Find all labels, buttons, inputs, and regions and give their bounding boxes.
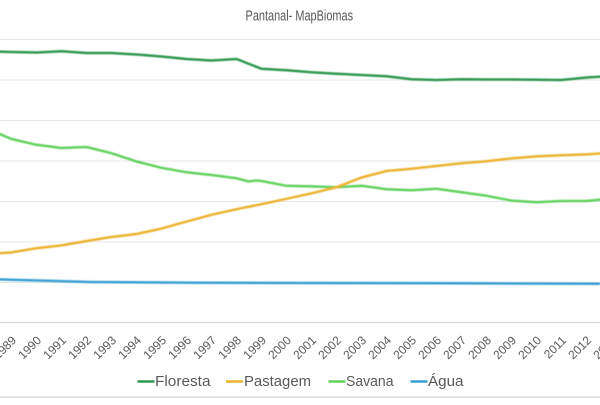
svg-text:Água: Água bbox=[428, 373, 464, 390]
svg-text:2013: 2013 bbox=[590, 333, 600, 362]
svg-text:Pastagem: Pastagem bbox=[244, 373, 311, 390]
svg-text:Pantanal- MapBiomas: Pantanal- MapBiomas bbox=[246, 9, 354, 25]
svg-text:Savana: Savana bbox=[346, 373, 394, 390]
svg-text:Floresta: Floresta bbox=[155, 373, 211, 390]
